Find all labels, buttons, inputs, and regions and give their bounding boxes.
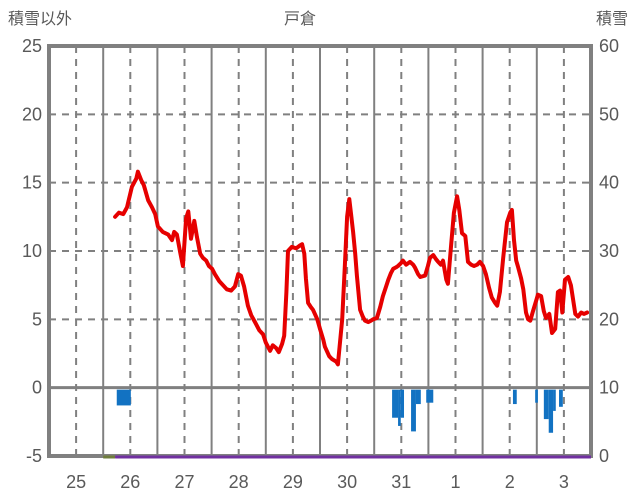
svg-text:15: 15 <box>22 173 42 193</box>
x-axis-tick-labels: 25 26 27 28 29 30 31 1 2 3 <box>66 472 569 492</box>
svg-text:30: 30 <box>599 241 619 261</box>
svg-text:40: 40 <box>599 173 619 193</box>
svg-text:3: 3 <box>559 472 569 492</box>
svg-text:25: 25 <box>22 36 42 56</box>
svg-text:1: 1 <box>450 472 460 492</box>
svg-text:20: 20 <box>599 309 619 329</box>
gridlines <box>49 46 591 456</box>
svg-text:29: 29 <box>283 472 303 492</box>
svg-text:0: 0 <box>599 446 609 466</box>
svg-text:28: 28 <box>229 472 249 492</box>
svg-text:60: 60 <box>599 36 619 56</box>
right-axis-title: 積雪 <box>595 11 628 28</box>
svg-text:30: 30 <box>337 472 357 492</box>
svg-text:5: 5 <box>32 309 42 329</box>
svg-text:10: 10 <box>22 241 42 261</box>
svg-text:31: 31 <box>391 472 411 492</box>
svg-text:26: 26 <box>120 472 140 492</box>
precipitation-bars <box>116 389 563 433</box>
temperature-line <box>113 169 590 367</box>
svg-text:0: 0 <box>32 378 42 398</box>
svg-text:10: 10 <box>599 378 619 398</box>
left-axis-title: 積雪以外 <box>8 11 73 28</box>
svg-text:50: 50 <box>599 104 619 124</box>
svg-text:25: 25 <box>66 472 86 492</box>
chart-title: 戸倉 <box>283 11 316 28</box>
svg-text:20: 20 <box>22 104 42 124</box>
svg-text:-5: -5 <box>26 446 42 466</box>
left-axis-tick-labels: 25 20 15 10 5 0 -5 <box>22 36 42 466</box>
svg-text:27: 27 <box>174 472 194 492</box>
right-axis-tick-labels: 60 50 40 30 20 10 0 <box>599 36 619 466</box>
svg-text:2: 2 <box>505 472 515 492</box>
